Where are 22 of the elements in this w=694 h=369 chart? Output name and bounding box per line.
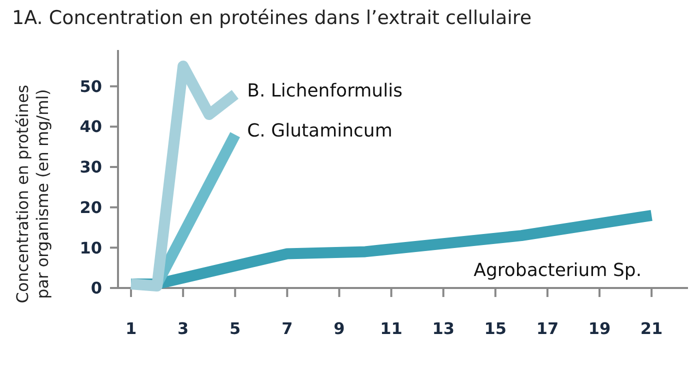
- x-tick-label: 21: [640, 319, 663, 338]
- x-tick-label: 5: [230, 319, 241, 338]
- series-label: B. Lichenformulis: [247, 80, 402, 102]
- x-tick-label: 13: [432, 319, 454, 338]
- y-tick-label: 10: [80, 238, 102, 258]
- y-tick-label: 30: [80, 158, 102, 177]
- y-tick-label: 50: [80, 76, 102, 96]
- chart-title: 1A. Concentration en protéines dans l’extrait cellulaire: [12, 7, 532, 29]
- x-tick-label: 11: [380, 319, 402, 338]
- x-tick-label: 1: [125, 319, 137, 338]
- y-tick-label: 20: [80, 198, 102, 217]
- series-label: Agrobacterium Sp.: [474, 260, 642, 281]
- x-tick-label: 7: [282, 319, 293, 338]
- x-tick-label: 15: [484, 319, 507, 338]
- y-axis-title: Concentration en protéines par organisme (en mg/ml): [13, 84, 52, 304]
- x-tick-label: 17: [536, 319, 559, 338]
- x-tick-label: 19: [588, 319, 611, 338]
- x-tick-label: 9: [334, 319, 345, 338]
- series-label: C. Glutamincum: [247, 120, 392, 142]
- y-tick-label: 40: [80, 117, 102, 136]
- y-tick-label: 0: [90, 278, 102, 298]
- x-tick-label: 3: [178, 319, 189, 338]
